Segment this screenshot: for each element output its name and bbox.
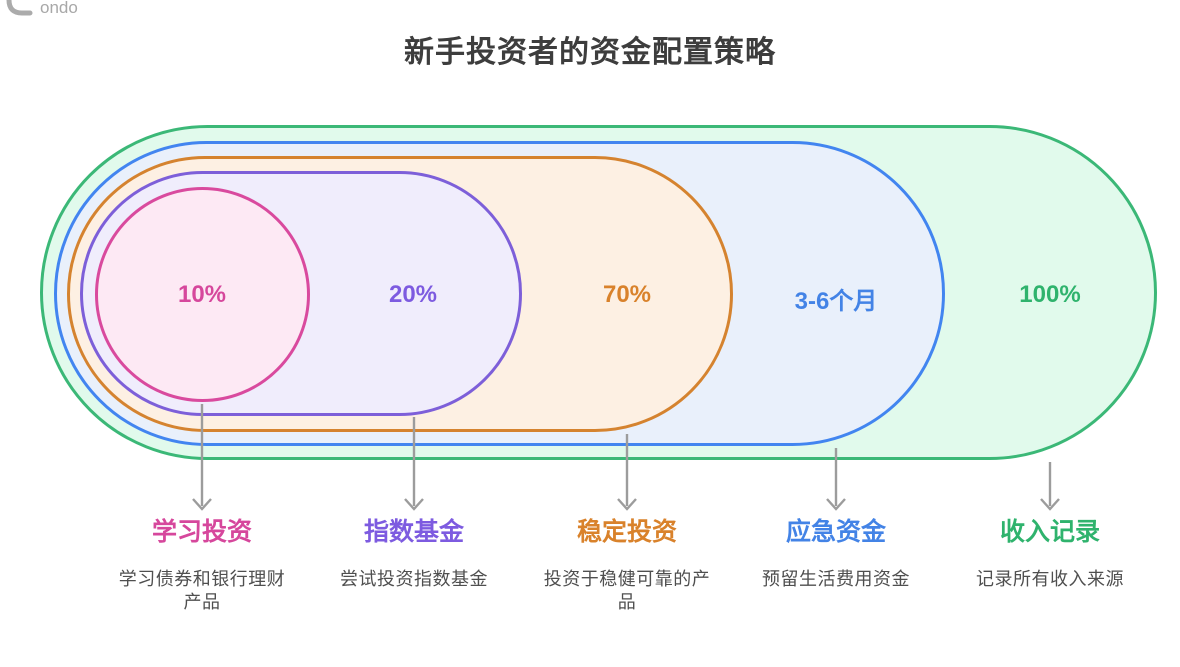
page-title: 新手投资者的资金配置策略 — [404, 36, 776, 69]
legend-item-description: 记录所有收入来源 — [976, 568, 1124, 589]
logo-mark-icon: ondo — [6, 0, 78, 17]
legend-item-name: 学习投资 — [151, 518, 252, 546]
value-label-income: 100% — [1019, 281, 1081, 308]
legend-item-name: 稳定投资 — [576, 518, 677, 546]
legend-item-name: 指数基金 — [363, 518, 464, 546]
logo: ondo — [2, 0, 112, 20]
legend-item-description: 投资于稳健可靠的产品 — [543, 568, 711, 612]
value-label-learn: 10% — [177, 281, 227, 308]
value-label-stable: 70% — [602, 281, 652, 308]
ring-learn-invest — [95, 187, 310, 402]
value-label-index: 20% — [388, 281, 438, 308]
legend-item-name: 收入记录 — [999, 518, 1100, 546]
legend-item-description: 尝试投资指数基金 — [340, 568, 488, 589]
legend-item-income: 收入记录 记录所有收入来源 — [940, 518, 1160, 591]
legend-item-emergency: 应急资金 预留生活费用资金 — [726, 518, 946, 591]
legend-item-learn: 学习投资 学习债券和银行理财产品 — [92, 518, 312, 614]
logo-text: ondo — [40, 0, 78, 17]
legend-item-index: 指数基金 尝试投资指数基金 — [304, 518, 524, 591]
arrow-income — [1040, 462, 1060, 511]
value-label-emergency: 3-6个月 — [794, 288, 878, 315]
legend-item-description: 预留生活费用资金 — [762, 568, 910, 589]
legend-item-name: 应急资金 — [785, 518, 886, 546]
legend-item-description: 学习债券和银行理财产品 — [118, 568, 286, 612]
legend-item-stable: 稳定投资 投资于稳健可靠的产品 — [517, 518, 737, 614]
